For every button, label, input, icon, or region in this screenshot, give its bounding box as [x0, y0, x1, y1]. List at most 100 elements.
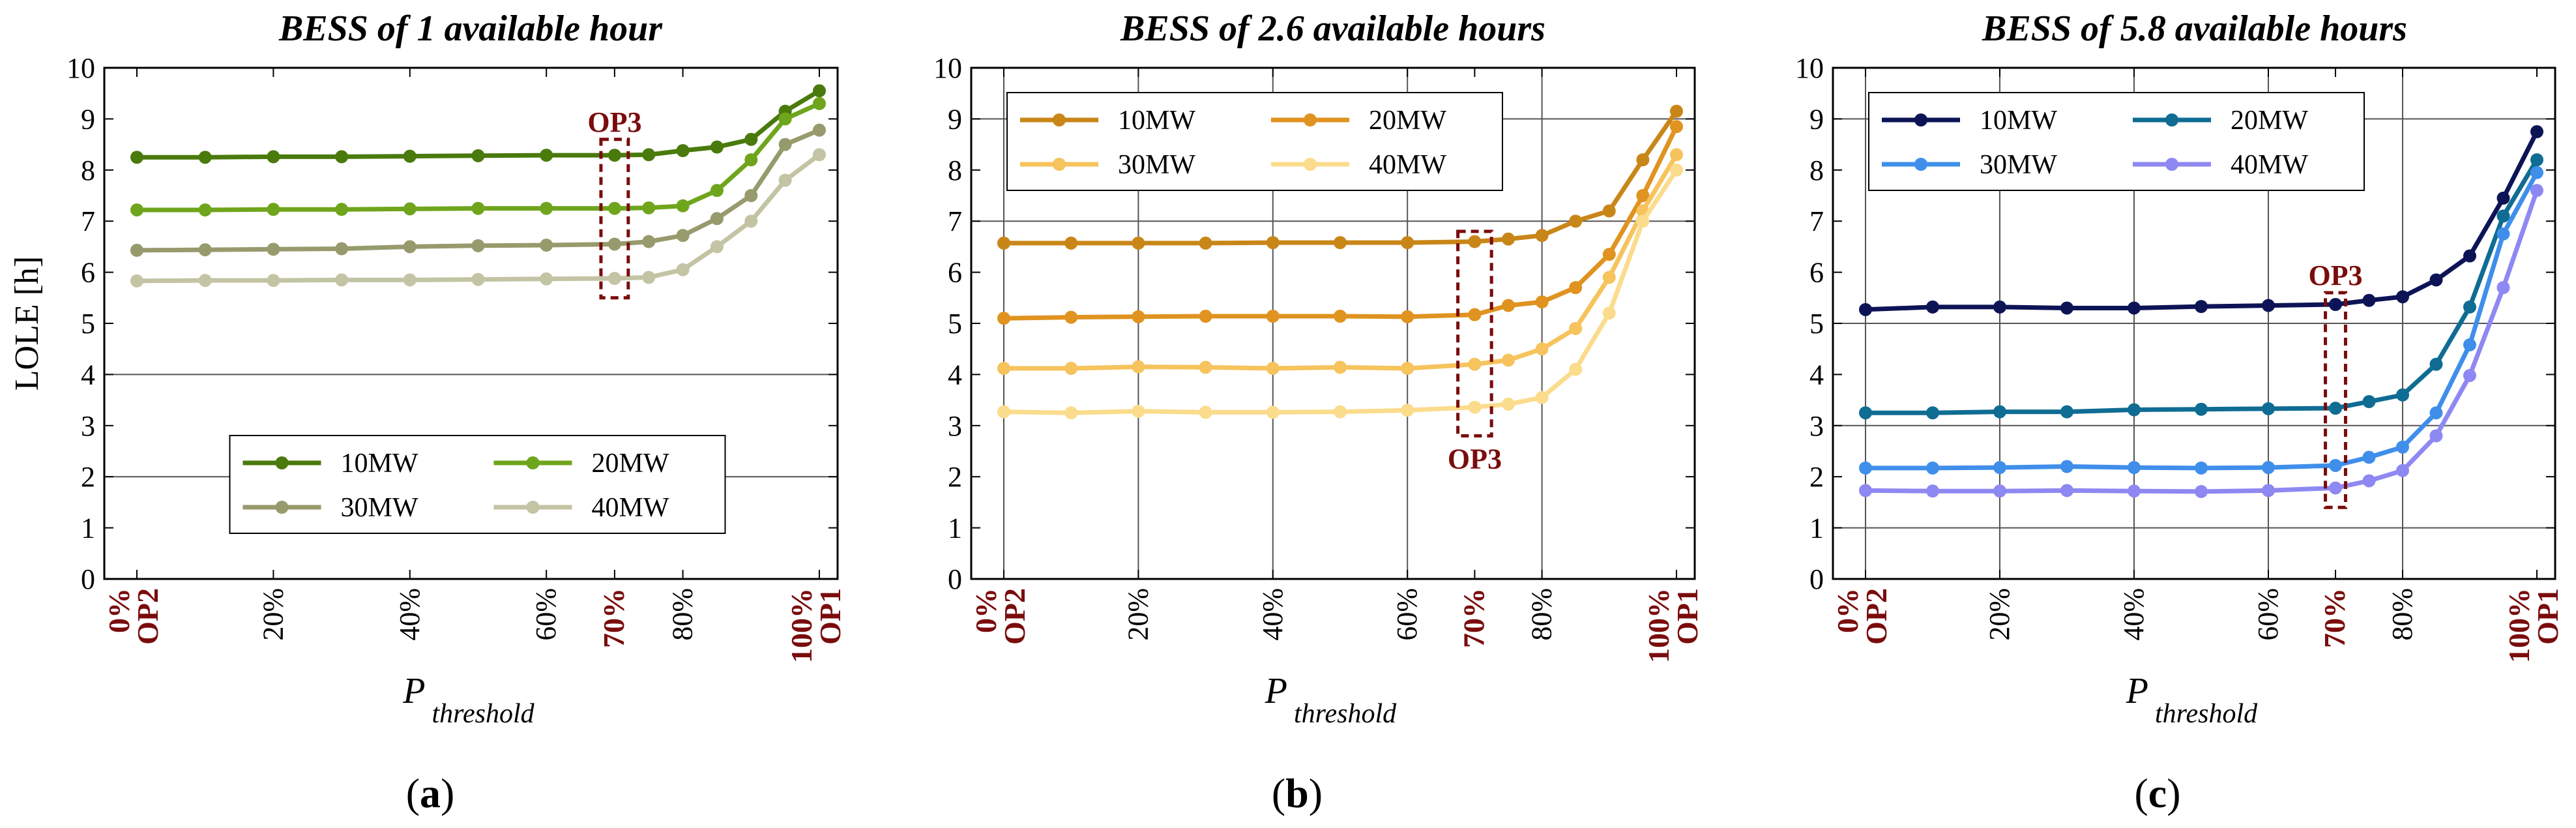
data-point-40mw [403, 273, 417, 287]
x-tick-label: 80% [667, 588, 699, 641]
legend-swatch-marker [2165, 158, 2178, 171]
data-point-10mw [198, 151, 212, 164]
data-point-30mw [607, 237, 621, 251]
y-tick-label: 5 [81, 308, 95, 340]
data-point-40mw [778, 173, 792, 187]
data-point-10mw [1334, 236, 1347, 250]
data-point-30mw [676, 229, 690, 243]
data-point-20mw [1859, 406, 1872, 420]
caption-paren: ( [1272, 770, 1285, 816]
x-tick-label: 0% [969, 588, 1003, 633]
y-tick-label: 3 [81, 410, 95, 442]
legend-swatch-marker [1304, 113, 1317, 126]
legend-entry-label: 10MW [341, 449, 418, 479]
data-point-10mw [1535, 229, 1549, 243]
y-tick-label: 4 [1809, 359, 1824, 391]
data-point-20mw [1401, 310, 1414, 323]
data-point-20mw [710, 184, 724, 198]
data-point-40mw [1535, 391, 1549, 404]
legend-swatch-marker [1304, 158, 1317, 171]
data-point-20mw [335, 203, 349, 216]
legend-box [229, 435, 726, 534]
data-point-10mw [813, 84, 826, 98]
data-point-20mw [1670, 120, 1683, 134]
data-point-10mw [2362, 293, 2376, 307]
caption-letter: c [2148, 770, 2167, 816]
data-point-30mw [997, 361, 1010, 375]
data-point-20mw [1266, 310, 1280, 323]
data-point-20mw [2396, 388, 2409, 402]
data-point-40mw [2060, 484, 2073, 497]
data-point-40mw [1670, 163, 1683, 177]
data-point-10mw [2396, 290, 2409, 304]
data-point-30mw [1535, 342, 1549, 356]
x-tick-label: 60% [2252, 588, 2284, 641]
data-point-30mw [2329, 458, 2342, 472]
series-line-20mw [137, 101, 821, 213]
caption-paren: ) [2167, 770, 2180, 816]
data-point-20mw [2060, 405, 2073, 419]
data-point-10mw [1401, 236, 1414, 250]
data-point-40mw [2496, 281, 2510, 295]
data-point-10mw [1636, 153, 1650, 167]
legend-swatch-marker [1914, 158, 1927, 171]
y-tick-label: 5 [948, 308, 962, 340]
data-point-40mw [198, 274, 212, 288]
data-point-40mw [813, 148, 826, 162]
x-axis-label: P [1265, 671, 1287, 711]
legend-swatch-marker [526, 501, 540, 514]
series-line-20mw [1003, 125, 1679, 321]
caption-paren: ) [1309, 770, 1323, 816]
data-point-20mw [2262, 402, 2275, 415]
y-tick-label: 4 [81, 359, 95, 391]
x-tick-op-label: OP1 [1671, 588, 1704, 645]
legend-entry-label: 30MW [1118, 150, 1195, 180]
data-point-30mw [1502, 353, 1515, 367]
data-point-10mw [2463, 249, 2476, 263]
data-point-40mw [2362, 474, 2376, 488]
x-tick-op-label: OP2 [1860, 588, 1893, 645]
data-point-40mw [1926, 484, 1939, 498]
x-tick-label: 100% [2502, 588, 2536, 663]
y-tick-label: 8 [81, 155, 95, 186]
chart-panel-b: BESS of 2.6 available hours0123456789100… [933, 8, 1704, 816]
y-tick-label: 7 [1809, 205, 1824, 237]
series-line-30mw [136, 128, 821, 253]
data-point-10mw [1502, 232, 1515, 246]
data-point-20mw [471, 201, 485, 215]
data-point-20mw [1535, 295, 1549, 309]
data-point-40mw [1064, 406, 1078, 420]
y-tick-label: 10 [933, 52, 962, 84]
data-point-10mw [607, 149, 621, 162]
data-point-40mw [471, 273, 485, 286]
x-tick-label: 70% [2318, 588, 2351, 648]
legend-swatch-marker [275, 456, 289, 469]
data-point-30mw [1993, 461, 2006, 475]
y-tick-label: 0 [1809, 563, 1824, 595]
op3-label: OP3 [587, 106, 641, 138]
data-point-30mw [813, 123, 826, 137]
data-point-20mw [2362, 394, 2376, 408]
data-point-20mw [1199, 310, 1212, 323]
y-tick-label: 3 [948, 410, 962, 442]
legend-entry-label: 20MW [592, 449, 669, 479]
y-tick-label: 4 [948, 359, 962, 391]
data-point-10mw [471, 149, 485, 162]
data-point-40mw [1468, 400, 1482, 414]
x-tick-label: 70% [597, 588, 630, 648]
data-point-30mw [267, 243, 280, 256]
caption-letter: b [1285, 770, 1309, 816]
x-axis-label: P [2126, 671, 2148, 711]
data-point-10mw [403, 149, 417, 163]
y-tick-label: 1 [81, 512, 95, 544]
x-tick-op-label: OP2 [998, 588, 1031, 645]
y-tick-label: 2 [81, 461, 95, 493]
legend-entry-label: 30MW [1980, 150, 2057, 180]
x-tick-label: 40% [1257, 588, 1289, 641]
x-axis-label: P [402, 671, 425, 711]
y-tick-label: 3 [1809, 410, 1824, 442]
y-tick-label: 2 [948, 461, 962, 493]
data-point-40mw [1334, 405, 1347, 419]
y-tick-label: 10 [1795, 52, 1824, 84]
